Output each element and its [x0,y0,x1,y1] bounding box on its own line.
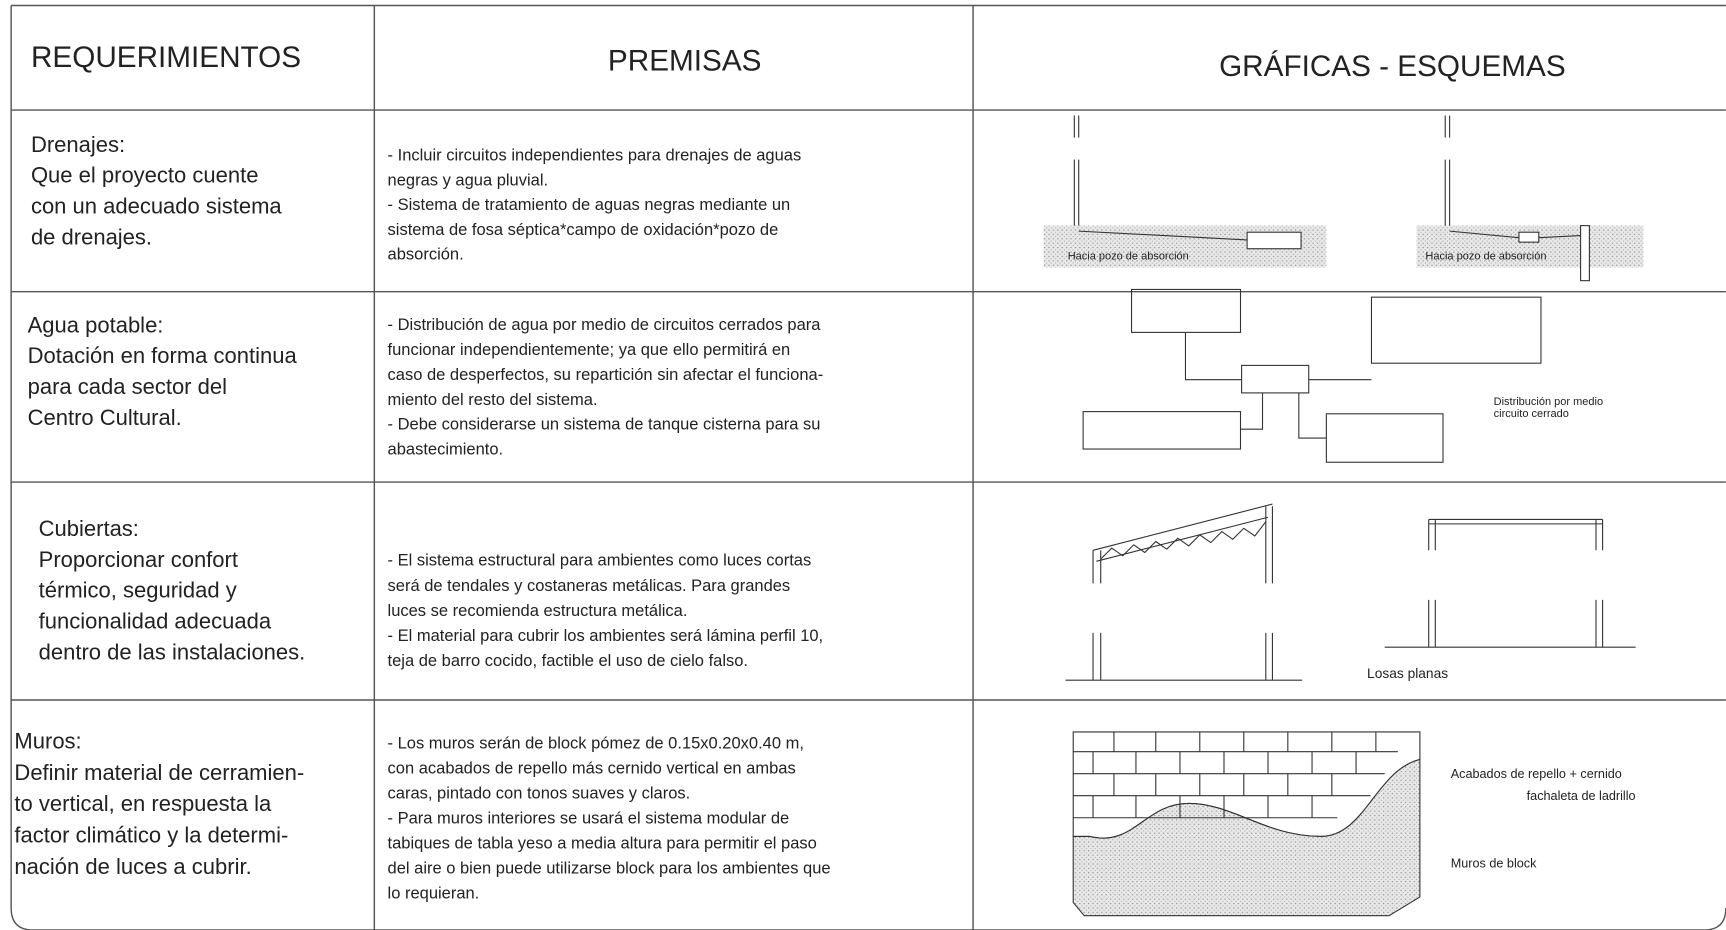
diagram-label: Hacia pozo de absorción [1068,251,1189,263]
requirement-text: Que el proyecto cuente [31,163,258,188]
diagram-wall [1072,731,1421,917]
requirement-text: factor climático y la determi- [14,823,288,848]
diagram-label: Acabados de repello + cernido [1451,767,1622,781]
diagram-label: Losas planas [1367,666,1448,681]
column-header: PREMISAS [608,44,762,77]
diagram-drainage [1043,115,1644,282]
requirement-text: dentro de las instalaciones. [39,639,306,664]
column-header: GRÁFICAS - ESQUEMAS [1219,50,1566,83]
premise-text: tabiques de tabla yeso a media altura pa… [388,834,817,852]
premise-text: - Distribución de agua por medio de circ… [388,316,822,334]
requirement-text: Dotación en forma continua [28,343,298,368]
diagram-label: Hacia pozo de absorción [1425,251,1546,263]
requirement-text: Proporcionar confort [39,547,238,572]
premise-text: del aire o bien puede utilizarse block p… [388,859,831,877]
requirement-text: Drenajes: [31,132,125,157]
premise-text: caso de desperfectos, su repartición sin… [388,366,824,384]
requirement-text: de drenajes. [31,224,152,249]
premise-text: - Para muros interiores se usará el sist… [388,809,790,827]
requirement-text: para cada sector del [28,374,227,399]
premise-text: funcionar independientemente; ya que ell… [388,341,791,359]
premise-text: absorción. [388,246,464,264]
requirement-text: térmico, seguridad y [39,578,237,603]
premise-text: será de tendales y costaneras metálicas.… [388,577,791,595]
diagram-label: Muros de block [1451,856,1537,870]
premise-text: - Debe considerarse un sistema de tanque… [388,416,821,434]
requirement-text: Cubiertas: [39,516,139,541]
premise-text: caras, pintado con tonos suaves y claros… [388,784,691,802]
requirement-text: to vertical, en respuesta la [14,791,272,816]
premise-text: lo requieran. [388,884,480,902]
premise-text: luces se recomienda estructura metálica. [388,602,688,620]
diagram-roofs [1065,503,1636,681]
requirement-text: con un adecuado sistema [31,194,282,219]
premise-text: miento del resto del sistema. [388,391,598,409]
premise-text: sistema de fosa séptica*campo de oxidaci… [388,221,779,239]
diagram-label: Distribución por medio [1494,396,1603,408]
requirement-text: Centro Cultural. [28,405,182,430]
diagram-water-circuit [1082,288,1542,463]
premise-text: teja de barro cocido, factible el uso de… [388,652,748,670]
diagram-label: circuito cerrado [1494,408,1569,420]
requirement-text: Definir material de cerramien- [14,760,304,785]
requirement-text: funcionalidad adecuada [39,608,272,633]
column-header: REQUERIMIENTOS [31,41,301,74]
requirement-text: Agua potable: [28,312,164,337]
premise-text: - Sistema de tratamiento de aguas negras… [388,196,791,214]
premise-text: negras y agua pluvial. [388,171,549,189]
premise-text: abastecimiento. [388,441,504,459]
premise-text: - El sistema estructural para ambientes … [388,552,812,570]
requirement-text: nación de luces a cubrir. [14,854,251,879]
premise-text: con acabados de repello más cernido vert… [388,759,796,777]
premise-text: - El material para cubrir los ambientes … [388,627,824,645]
diagram-label: fachaleta de ladrillo [1527,789,1636,803]
premise-text: - Los muros serán de block pómez de 0.15… [388,734,804,752]
requirement-text: Muros: [14,728,81,753]
table-grid [10,4,1726,930]
premise-text: - Incluir circuitos independientes para … [388,147,802,165]
